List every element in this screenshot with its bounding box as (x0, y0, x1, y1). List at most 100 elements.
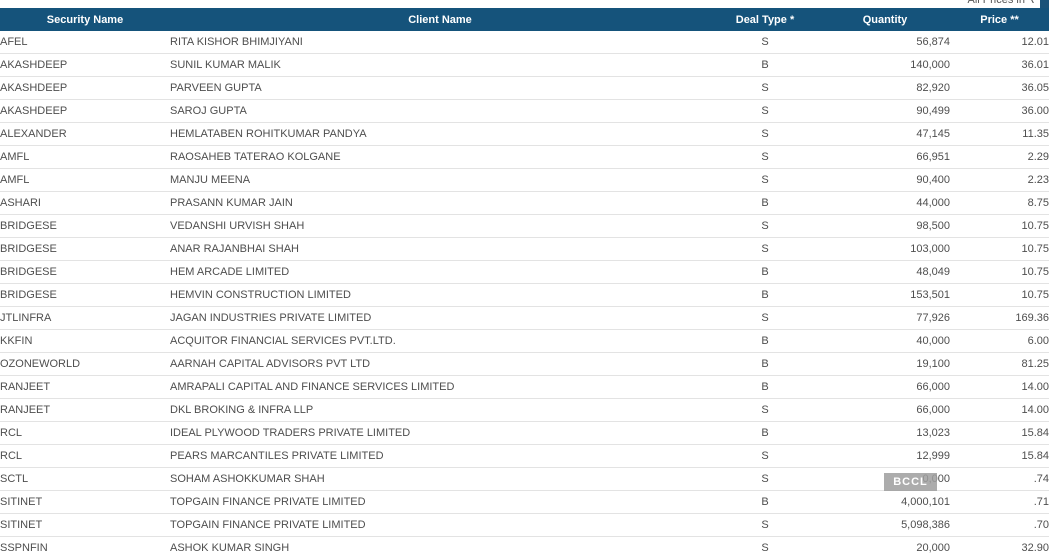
quantity-cell: 82,920 (820, 76, 950, 100)
security-name-cell: SITINET (0, 490, 170, 514)
quantity-cell: 13,023 (820, 421, 950, 445)
quantity-cell: 153,501 (820, 283, 950, 307)
column-header-deal-type[interactable]: Deal Type * (710, 8, 820, 31)
security-name-cell: AMFL (0, 168, 170, 192)
security-name-cell: SSPNFIN (0, 536, 170, 559)
price-cell: 2.29 (950, 145, 1049, 169)
deal-type-cell: B (710, 375, 820, 399)
deal-type-cell: S (710, 214, 820, 238)
top-right-marker (1040, 0, 1049, 12)
security-name-cell: AKASHDEEP (0, 53, 170, 77)
price-cell: 36.05 (950, 76, 1049, 100)
client-name-cell: JAGAN INDUSTRIES PRIVATE LIMITED (170, 306, 710, 330)
table-row: SSPNFIN ASHOK KUMAR SINGH S 20,000 32.90 (0, 536, 1049, 559)
quantity-cell: 98,500 (820, 214, 950, 238)
deal-type-cell: S (710, 145, 820, 169)
security-name-cell: RCL (0, 421, 170, 445)
client-name-cell: PARVEEN GUPTA (170, 76, 710, 100)
table-row: RCL IDEAL PLYWOOD TRADERS PRIVATE LIMITED… (0, 421, 1049, 445)
client-name-cell: ACQUITOR FINANCIAL SERVICES PVT.LTD. (170, 329, 710, 353)
column-header-security-name[interactable]: Security Name (0, 8, 170, 31)
price-cell: 2.23 (950, 168, 1049, 192)
table-row: BRIDGESE ANAR RAJANBHAI SHAH S 103,000 10.75 (0, 237, 1049, 261)
column-header-quantity[interactable]: Quantity (820, 8, 950, 31)
table-row: AFEL RITA KISHOR BHIMJIYANI S 56,874 12.01 (0, 31, 1049, 54)
quantity-cell: 77,926 (820, 306, 950, 330)
price-cell: 32.90 (950, 536, 1049, 559)
deal-type-cell: S (710, 76, 820, 100)
quantity-cell: 20,000 (820, 536, 950, 559)
client-name-cell: MANJU MEENA (170, 168, 710, 192)
price-cell: 81.25 (950, 352, 1049, 376)
security-name-cell: RANJEET (0, 398, 170, 422)
security-name-cell: SITINET (0, 513, 170, 537)
price-cell: .70 (950, 513, 1049, 537)
table-row: RCL PEARS MARCANTILES PRIVATE LIMITED S 12,… (0, 444, 1049, 468)
client-name-cell: IDEAL PLYWOOD TRADERS PRIVATE LIMITED (170, 421, 710, 445)
price-cell: 36.01 (950, 53, 1049, 77)
table-row: AKASHDEEP SUNIL KUMAR MALIK B 140,000 36.01 (0, 53, 1049, 77)
table-row: ALEXANDER HEMLATABEN ROHITKUMAR PANDYA S 47… (0, 122, 1049, 146)
price-cell: 36.00 (950, 99, 1049, 123)
price-cell: 10.75 (950, 260, 1049, 284)
client-name-cell: ASHOK KUMAR SINGH (170, 536, 710, 559)
table-row: RANJEET AMRAPALI CAPITAL AND FINANCE SERV… (0, 375, 1049, 399)
client-name-cell: PEARS MARCANTILES PRIVATE LIMITED (170, 444, 710, 468)
deal-type-cell: B (710, 490, 820, 514)
quantity-cell: 48,049 (820, 260, 950, 284)
quantity-cell: 12,999 (820, 444, 950, 468)
table-row: SITINET TOPGAIN FINANCE PRIVATE LIMITED S 5… (0, 513, 1049, 537)
client-name-cell: DKL BROKING & INFRA LLP (170, 398, 710, 422)
all-prices-note: All Prices in ₹ (967, 0, 1035, 6)
deal-type-cell: S (710, 237, 820, 261)
price-cell: 6.00 (950, 329, 1049, 353)
client-name-cell: SUNIL KUMAR MALIK (170, 53, 710, 77)
client-name-cell: VEDANSHI URVISH SHAH (170, 214, 710, 238)
deal-type-cell: S (710, 513, 820, 537)
deal-type-cell: S (710, 168, 820, 192)
price-cell: 10.75 (950, 283, 1049, 307)
table-row: AMFL MANJU MEENA S 90,400 2.23 (0, 168, 1049, 192)
price-cell: 15.84 (950, 444, 1049, 468)
quantity-cell: 40,000 (820, 329, 950, 353)
table-row: SITINET TOPGAIN FINANCE PRIVATE LIMITED B 4… (0, 490, 1049, 514)
table-header-row: Security Name Client Name Deal Type * Quant… (0, 8, 1049, 31)
security-name-cell: AFEL (0, 31, 170, 54)
client-name-cell: TOPGAIN FINANCE PRIVATE LIMITED (170, 513, 710, 537)
security-name-cell: BRIDGESE (0, 283, 170, 307)
price-cell: .71 (950, 490, 1049, 514)
price-cell: 14.00 (950, 398, 1049, 422)
deal-type-cell: S (710, 99, 820, 123)
deal-type-cell: B (710, 191, 820, 215)
deal-type-cell: S (710, 398, 820, 422)
quantity-cell: 90,400 (820, 168, 950, 192)
price-cell: 14.00 (950, 375, 1049, 399)
bulk-deals-table: Security Name Client Name Deal Type * Quant… (0, 8, 1049, 559)
client-name-cell: PRASANN KUMAR JAIN (170, 191, 710, 215)
client-name-cell: AMRAPALI CAPITAL AND FINANCE SERVICES LI… (170, 375, 710, 399)
price-cell: 8.75 (950, 191, 1049, 215)
client-name-cell: AARNAH CAPITAL ADVISORS PVT LTD (170, 352, 710, 376)
client-name-cell: HEM ARCADE LIMITED (170, 260, 710, 284)
quantity-cell: 140,000 (820, 53, 950, 77)
quantity-cell: 4,000,101 (820, 490, 950, 514)
table-row: KKFIN ACQUITOR FINANCIAL SERVICES PVT.LTD… (0, 329, 1049, 353)
deal-type-cell: B (710, 329, 820, 353)
column-header-price[interactable]: Price ** (950, 8, 1049, 31)
deal-type-cell: S (710, 444, 820, 468)
security-name-cell: ALEXANDER (0, 122, 170, 146)
security-name-cell: BRIDGESE (0, 237, 170, 261)
table-row: BRIDGESE HEM ARCADE LIMITED B 48,049 10.75 (0, 260, 1049, 284)
bccl-watermark: BCCL (884, 473, 937, 491)
column-header-client-name[interactable]: Client Name (170, 8, 710, 31)
security-name-cell: OZONEWORLD (0, 352, 170, 376)
deal-type-cell: B (710, 352, 820, 376)
quantity-cell: 56,874 (820, 31, 950, 54)
quantity-cell: 66,000 (820, 398, 950, 422)
security-name-cell: SCTL (0, 467, 170, 491)
security-name-cell: RANJEET (0, 375, 170, 399)
client-name-cell: RITA KISHOR BHIMJIYANI (170, 31, 710, 54)
security-name-cell: RCL (0, 444, 170, 468)
price-cell: 169.36 (950, 306, 1049, 330)
security-name-cell: BRIDGESE (0, 214, 170, 238)
